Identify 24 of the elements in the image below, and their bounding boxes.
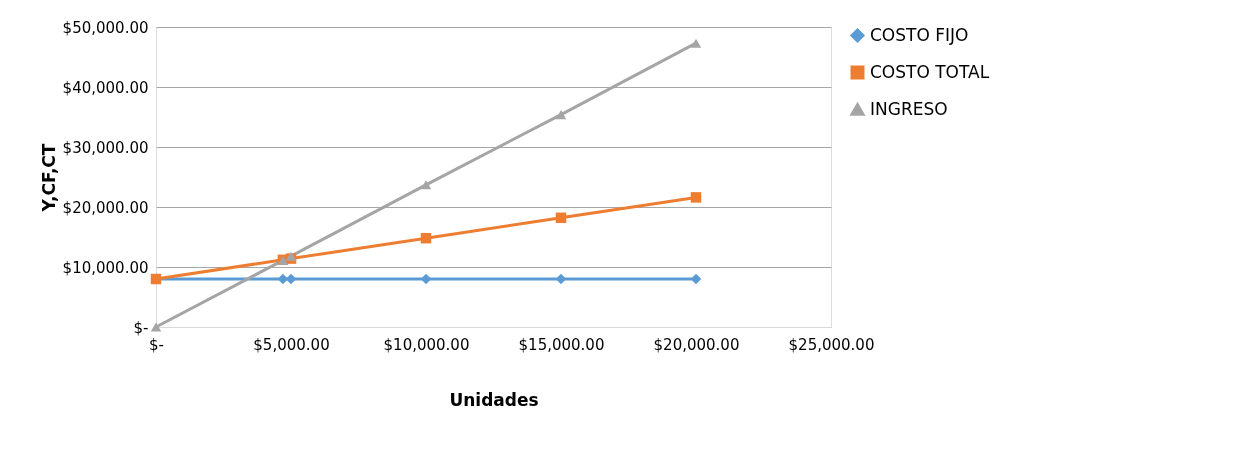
x-tick-label: $-: [149, 335, 164, 354]
x-tick-label: $20,000.00: [653, 335, 740, 354]
point: [420, 232, 432, 244]
legend-label: INGRESO: [870, 98, 948, 119]
y-tick-label: $50,000.00: [62, 18, 149, 37]
x-tick-label: $25,000.00: [788, 335, 875, 354]
x-tick-label: $5,000.00: [253, 335, 330, 354]
point: [690, 192, 702, 203]
x-axis-title: Unidades: [449, 389, 539, 410]
point: [420, 180, 432, 190]
point: [690, 38, 702, 48]
y-axis-title: Y,CF,CT: [38, 143, 59, 213]
point: [555, 110, 567, 120]
y-tick-label: $20,000.00: [62, 198, 149, 217]
y-tick-label: $-: [133, 318, 149, 337]
y-tick-label: $30,000.00: [62, 138, 149, 157]
y-tick-label: $40,000.00: [62, 78, 149, 97]
legend-label: COSTO TOTAL: [870, 61, 990, 82]
point: [555, 212, 567, 224]
x-tick-label: $15,000.00: [518, 335, 605, 354]
point: [150, 322, 162, 332]
legend-label: COSTO FIJO: [870, 24, 969, 45]
y-tick-label: $10,000.00: [62, 258, 149, 277]
x-tick-label: $10,000.00: [383, 335, 470, 354]
